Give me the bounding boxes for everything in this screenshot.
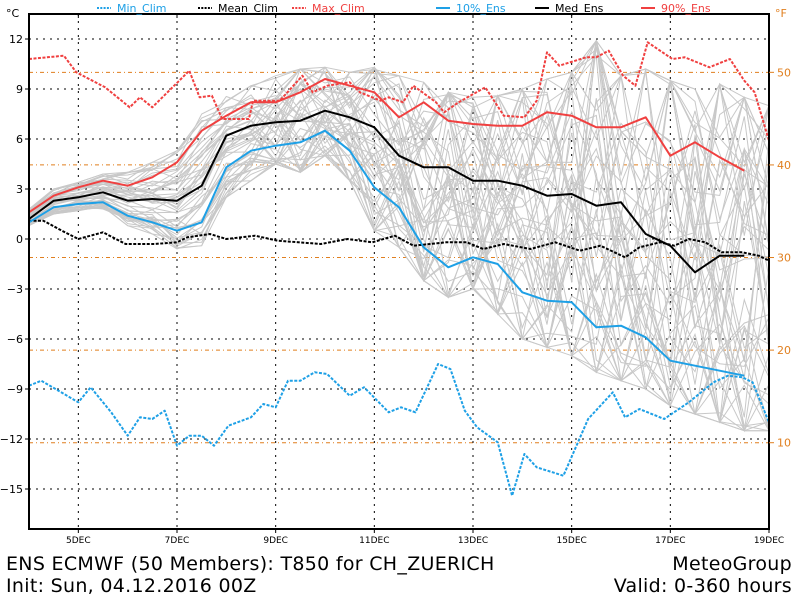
y-axis-unit-c: °C — [6, 7, 20, 20]
legend-label-ens-10: 10%_Ens — [456, 2, 506, 15]
legend-label-mean-clim: Mean_Clim — [218, 2, 278, 15]
y-left-tick-label: −6 — [7, 333, 23, 346]
ensemble-member-line — [28, 39, 770, 275]
ensemble-member-line — [28, 66, 770, 211]
legend: Min_Clim Mean_Clim Max_Clim 10%_Ens Med_Ens 9… — [97, 2, 711, 15]
ensemble-member-line — [28, 145, 769, 432]
ensemble-members — [28, 39, 770, 433]
y-left-tick-label: −12 — [0, 433, 23, 446]
brand-label: MeteoGroup — [672, 553, 792, 575]
x-tick-label: 19DEC — [754, 536, 784, 546]
legend-label-min-clim: Min_Clim — [117, 2, 167, 15]
y-left-tick-label: 9 — [16, 83, 23, 96]
x-tick-label: 5DEC — [66, 536, 91, 546]
ensemble-member-line — [28, 128, 770, 385]
series-line-ens-90 — [28, 78, 745, 214]
plot-border — [28, 13, 770, 530]
series-line-max-clim — [28, 41, 770, 141]
y-left-tick-label: 0 — [16, 233, 23, 246]
plot-frame — [28, 13, 770, 530]
legend-label-ens-90: 90%_Ens — [661, 2, 711, 15]
ensemble-member-line — [28, 113, 770, 431]
ensemble-member-line — [28, 118, 770, 433]
ensemble-member-line — [28, 74, 770, 281]
x-tick-label: 15DEC — [556, 536, 586, 546]
x-tick-label: 9DEC — [263, 536, 288, 546]
y-left-tick-label: −15 — [0, 483, 23, 496]
y-right-tick-label: 10 — [777, 437, 791, 450]
series-line-mean-clim — [29, 219, 770, 262]
chart-title: ENS ECMWF (50 Members): T850 for CH_ZUER… — [6, 553, 495, 575]
y-right-tick-label: 30 — [777, 252, 791, 265]
series-layer — [28, 41, 770, 497]
y-left-tick-label: 3 — [16, 183, 23, 196]
ensemble-member-line — [28, 83, 770, 367]
ensemble-member-line — [28, 90, 770, 278]
ensemble-member-line — [28, 97, 770, 379]
ensemble-member-line — [28, 39, 770, 236]
y-left-tick-label: 12 — [9, 33, 23, 46]
ensemble-member-line — [28, 105, 770, 427]
y-right-tick-label: 20 — [777, 344, 791, 357]
y-right-tick-label: 50 — [777, 66, 791, 79]
grid-layer — [29, 14, 769, 529]
y-left-tick-label: 6 — [16, 133, 23, 146]
x-tick-label: 17DEC — [655, 536, 685, 546]
x-tick-label: 13DEC — [458, 536, 488, 546]
y-axis-unit-f: °F — [775, 7, 787, 20]
valid-range: Valid: 0-360 hours — [613, 575, 792, 597]
y-left-tick-label: −9 — [7, 383, 23, 396]
series-line-min-clim — [28, 363, 770, 497]
ensemble-member-line — [28, 72, 770, 349]
x-tick-label: 11DEC — [359, 536, 389, 546]
series-line-ens-10 — [28, 129, 745, 377]
y-left-tick-label: −3 — [7, 283, 23, 296]
series-line-ens-med — [28, 109, 745, 274]
ensemble-member-line — [28, 129, 770, 431]
y-right-tick-label: 40 — [777, 159, 791, 172]
legend-label-ens-med: Med_Ens — [555, 2, 604, 15]
x-tick-label: 7DEC — [165, 536, 190, 546]
init-time: Init: Sun, 04.12.2016 00Z — [6, 575, 257, 597]
legend-label-max-clim: Max_Clim — [312, 2, 365, 15]
